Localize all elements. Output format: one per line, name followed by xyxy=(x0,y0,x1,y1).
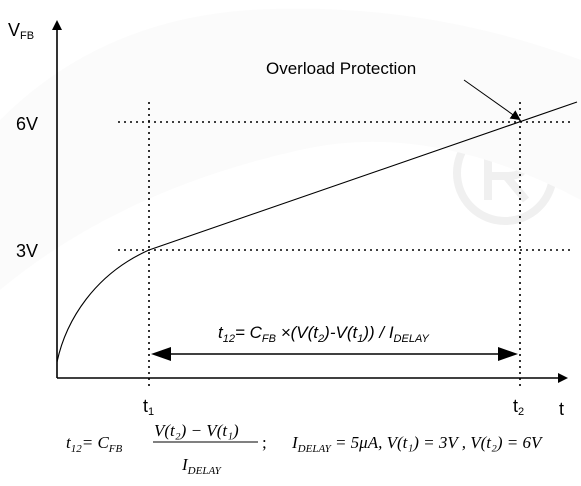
t1-label: t1 xyxy=(143,396,154,418)
vfb-curve xyxy=(56,101,578,363)
formula-denominator: IDELAY xyxy=(181,455,223,477)
level-3v-label: 3V xyxy=(16,241,38,261)
watermark-swoosh xyxy=(0,8,581,290)
interval-formula: t12= CFB ×(V(t2)-V(t1)) / IDELAY xyxy=(218,323,429,345)
interval-arrow-left xyxy=(151,347,171,361)
interval-arrow-right xyxy=(498,347,518,361)
t2-label: t2 xyxy=(513,396,524,418)
formula-lhs: t12= CFB xyxy=(66,433,123,455)
formula-conditions: IDELAY = 5μA, V(t₁) = 3V , V(t₂) = 6V xyxy=(291,433,544,455)
bottom-formula: t12= CFB V(t₂) − V(t₁) IDELAY ; IDELAY =… xyxy=(66,421,544,477)
level-6v-label: 6V xyxy=(16,114,38,134)
overload-protection-label: Overload Protection xyxy=(266,59,416,78)
formula-separator: ; xyxy=(262,433,267,452)
formula-numerator: V(t₂) − V(t₁) xyxy=(154,421,239,440)
x-axis-label: t xyxy=(559,399,564,419)
y-axis-label: VFB xyxy=(8,20,34,42)
annotation-arrow xyxy=(463,79,521,121)
